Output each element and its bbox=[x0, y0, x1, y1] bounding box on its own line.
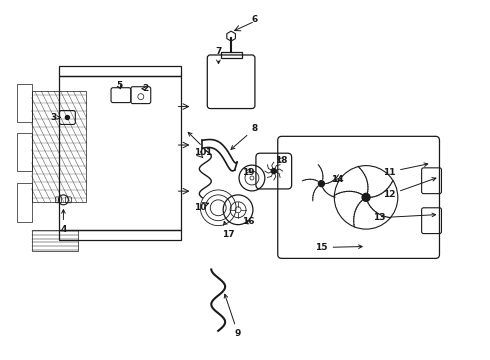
Text: 2: 2 bbox=[142, 84, 149, 93]
Text: 11: 11 bbox=[383, 163, 428, 176]
Text: 15: 15 bbox=[315, 243, 362, 252]
Text: 19: 19 bbox=[242, 167, 254, 176]
Text: 12: 12 bbox=[383, 177, 436, 199]
Bar bbox=[17, 184, 32, 222]
Text: 7: 7 bbox=[215, 46, 221, 64]
Text: 14: 14 bbox=[331, 175, 343, 184]
Text: 17: 17 bbox=[222, 221, 234, 239]
Bar bbox=[59, 76, 180, 230]
Text: 8: 8 bbox=[231, 124, 258, 149]
Bar bbox=[59, 66, 180, 76]
Bar bbox=[17, 84, 32, 122]
Text: 3: 3 bbox=[50, 113, 60, 122]
Text: 18: 18 bbox=[275, 156, 288, 165]
Text: 1: 1 bbox=[188, 132, 211, 157]
Bar bbox=[17, 133, 32, 171]
Text: 9: 9 bbox=[224, 294, 241, 338]
Circle shape bbox=[318, 181, 324, 186]
Text: 13: 13 bbox=[373, 213, 436, 222]
Bar bbox=[32, 230, 78, 251]
Circle shape bbox=[65, 116, 70, 120]
Bar bbox=[32, 91, 86, 202]
Text: 6: 6 bbox=[252, 15, 258, 24]
Text: 5: 5 bbox=[116, 81, 122, 90]
Text: 16: 16 bbox=[242, 217, 254, 226]
Text: 4: 4 bbox=[60, 210, 67, 234]
Bar bbox=[59, 230, 180, 239]
Circle shape bbox=[362, 193, 370, 201]
Text: 10: 10 bbox=[194, 203, 206, 212]
Circle shape bbox=[271, 168, 276, 174]
Text: 10: 10 bbox=[194, 148, 206, 157]
Bar bbox=[220, 52, 242, 58]
